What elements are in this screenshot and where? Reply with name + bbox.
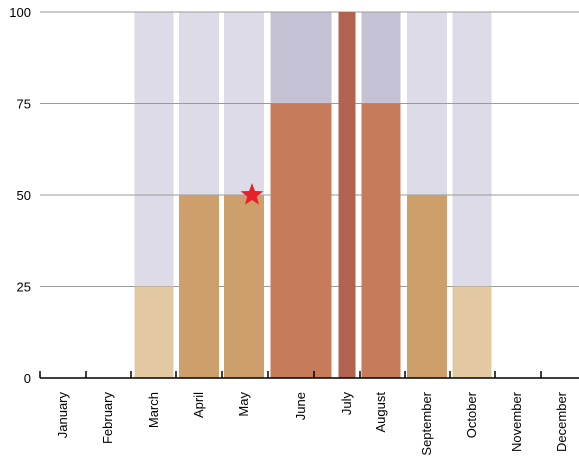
bar-july: [338, 12, 356, 378]
y-tick-label-100: 100: [9, 5, 31, 20]
x-tick-label-april: April: [191, 392, 206, 418]
bar-october: [452, 286, 492, 378]
x-tick-label-may: May: [236, 392, 251, 417]
x-tick-label-october: October: [464, 391, 479, 438]
x-tick-label-november: November: [509, 391, 524, 452]
bar-may: [224, 195, 264, 378]
y-tick-label-25: 25: [17, 280, 31, 295]
bar-june: [270, 103, 332, 378]
x-tick-label-june: June: [293, 392, 308, 420]
x-tick-label-february: February: [100, 392, 115, 445]
bar-march: [134, 286, 174, 378]
x-tick-label-september: September: [419, 391, 434, 455]
bar-april: [179, 195, 219, 378]
bar-august: [361, 103, 401, 378]
y-tick-label-0: 0: [24, 371, 31, 386]
x-tick-label-august: August: [373, 392, 388, 433]
y-tick-label-75: 75: [17, 97, 31, 112]
bar-september: [407, 195, 447, 378]
x-tick-label-january: January: [55, 392, 70, 439]
x-tick-label-december: December: [554, 391, 569, 452]
y-tick-label-50: 50: [17, 188, 31, 203]
x-tick-label-july: July: [339, 392, 354, 416]
x-tick-label-march: March: [146, 392, 161, 428]
star-marker: [240, 183, 264, 205]
